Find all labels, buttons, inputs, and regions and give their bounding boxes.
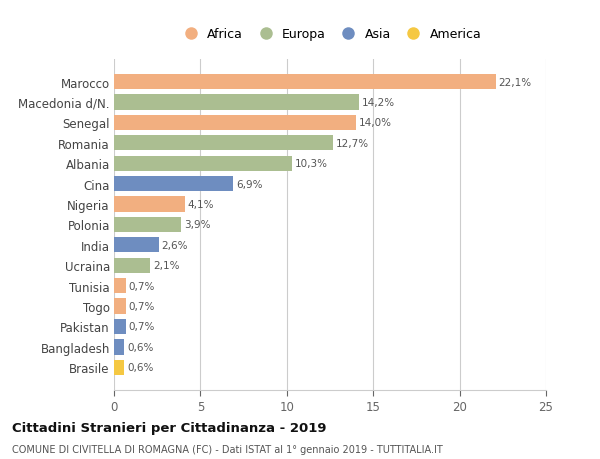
Bar — [114, 278, 126, 294]
Text: 14,2%: 14,2% — [362, 98, 395, 108]
Bar — [114, 217, 181, 233]
Bar — [114, 299, 126, 314]
Text: 0,7%: 0,7% — [128, 281, 155, 291]
Text: 0,7%: 0,7% — [128, 322, 155, 332]
Text: 0,6%: 0,6% — [127, 342, 154, 352]
Text: 0,6%: 0,6% — [127, 363, 154, 373]
Bar — [114, 156, 292, 172]
Text: 2,6%: 2,6% — [161, 241, 188, 250]
Text: 2,1%: 2,1% — [153, 261, 179, 271]
Text: COMUNE DI CIVITELLA DI ROMAGNA (FC) - Dati ISTAT al 1° gennaio 2019 - TUTTITALIA: COMUNE DI CIVITELLA DI ROMAGNA (FC) - Da… — [12, 444, 443, 454]
Legend: Africa, Europa, Asia, America: Africa, Europa, Asia, America — [173, 23, 487, 46]
Bar — [114, 177, 233, 192]
Text: 4,1%: 4,1% — [187, 200, 214, 209]
Bar — [114, 197, 185, 212]
Text: 3,9%: 3,9% — [184, 220, 211, 230]
Bar — [114, 360, 124, 375]
Text: 22,1%: 22,1% — [499, 77, 532, 87]
Bar — [114, 136, 334, 151]
Bar — [114, 75, 496, 90]
Text: 12,7%: 12,7% — [336, 139, 369, 148]
Bar — [114, 319, 126, 335]
Text: 6,9%: 6,9% — [236, 179, 262, 189]
Bar — [114, 115, 356, 131]
Bar — [114, 95, 359, 110]
Bar — [114, 340, 124, 355]
Text: Cittadini Stranieri per Cittadinanza - 2019: Cittadini Stranieri per Cittadinanza - 2… — [12, 421, 326, 434]
Text: 0,7%: 0,7% — [128, 302, 155, 311]
Text: 10,3%: 10,3% — [295, 159, 328, 169]
Bar — [114, 238, 159, 253]
Text: 14,0%: 14,0% — [359, 118, 392, 128]
Bar — [114, 258, 150, 273]
